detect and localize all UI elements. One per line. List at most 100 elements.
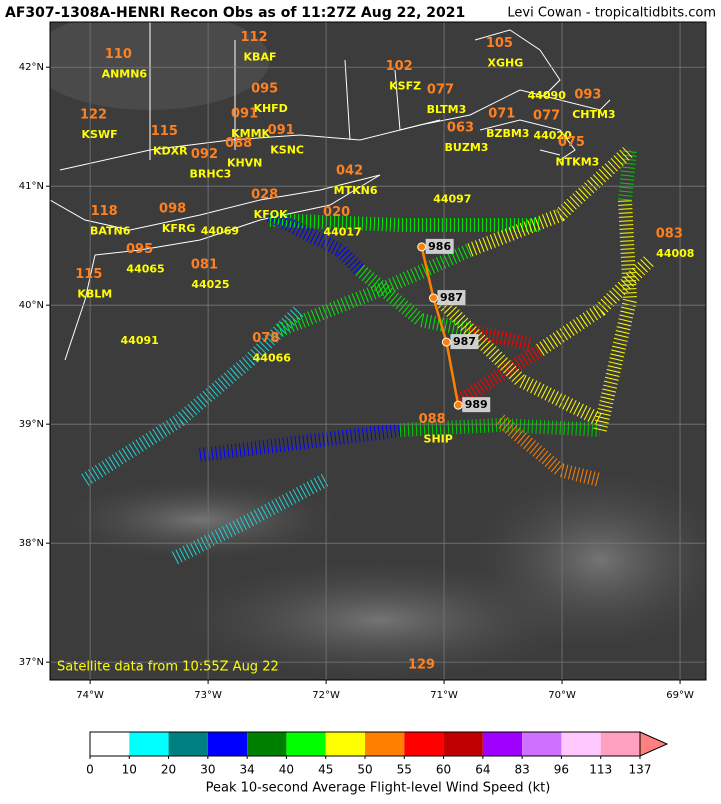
station-obs: 102 <box>386 59 413 74</box>
pressure-label: 986 <box>428 240 451 253</box>
station-id: BUZM3 <box>445 141 489 154</box>
station-id: ANMN6 <box>102 67 148 80</box>
colorbar-tick-label: 30 <box>200 763 215 777</box>
station-id: KSNC <box>270 144 304 157</box>
station-id: 44008 <box>656 247 694 260</box>
coastlines <box>50 22 611 361</box>
y-tick-label: 40°N <box>19 300 44 311</box>
station-id: 44066 <box>253 352 292 365</box>
pressure-box <box>425 238 454 254</box>
station-obs: 078 <box>252 331 279 346</box>
station-id: KSWF <box>82 128 118 141</box>
map-overlay: ANMN6 110 KBAF 112 KSFZ 102 XGHG 105 KHFD 095 KMMK… <box>50 22 706 691</box>
x-tick-label: 72°W <box>312 690 340 701</box>
colorbar-tick-label: 55 <box>397 763 412 777</box>
station-id: 44025 <box>191 278 229 291</box>
colorbar-tick-label: 45 <box>318 763 333 777</box>
colorbar-segment <box>90 732 130 756</box>
colorbar-tick-label: 10 <box>122 763 137 777</box>
station-id: KBAF <box>244 51 277 64</box>
cloud <box>470 470 706 650</box>
station-obs: 122 <box>80 108 107 123</box>
land <box>50 22 270 110</box>
station-id: XGHG <box>488 57 524 70</box>
x-tick-label: 69°W <box>666 690 694 701</box>
colorbar-segment <box>325 732 365 756</box>
colorbar-segment <box>404 732 444 756</box>
station-obs: 093 <box>574 87 601 102</box>
station-id: KBLM <box>77 287 112 300</box>
y-tick-label: 42°N <box>19 62 44 73</box>
station-id: KFRG <box>162 222 196 235</box>
station-obs: 092 <box>191 147 218 162</box>
station-obs: 077 <box>533 109 560 124</box>
station-obs: 063 <box>447 121 474 136</box>
station-id: NTKM3 <box>555 155 599 168</box>
station-obs: 042 <box>336 163 363 178</box>
station-obs: 095 <box>126 242 153 257</box>
station-obs: 115 <box>75 267 102 282</box>
station-obs: 081 <box>191 257 218 272</box>
flight-track <box>81 144 655 565</box>
y-tick-label: 37°N <box>19 657 44 668</box>
colorbar-segment <box>600 732 640 756</box>
colorbar-segment <box>286 732 326 756</box>
station-obs: 105 <box>486 36 513 51</box>
colorbar-segment <box>443 732 483 756</box>
station-id: SHIP <box>413 678 442 691</box>
station-id: 44017 <box>323 226 361 239</box>
colorbar-tick-label: 64 <box>475 763 490 777</box>
pressure-box <box>462 397 491 413</box>
station-obs: 077 <box>427 83 454 98</box>
station-id: KFOK <box>254 208 288 221</box>
colorbar-tick-label: 50 <box>357 763 372 777</box>
station-obs: 028 <box>251 187 278 202</box>
station-obs: 118 <box>91 204 118 219</box>
station-id: 44090 <box>528 89 567 102</box>
x-tick-label: 70°W <box>548 690 576 701</box>
colorbar-tick-label: 113 <box>589 763 612 777</box>
title: AF307-1308A-HENRI Recon Obs as of 11:27Z… <box>5 5 465 21</box>
station-id: BZBM3 <box>486 127 529 140</box>
center-track <box>420 246 460 406</box>
station-id: 44091 <box>121 334 159 347</box>
center-fix <box>453 400 463 410</box>
station-obs: 098 <box>159 202 186 217</box>
x-tick-label: 74°W <box>76 690 104 701</box>
station-id: 44069 <box>201 224 239 237</box>
station-id: KDXR <box>153 145 188 158</box>
station-id: SHIP <box>424 433 453 446</box>
colorbar-segment <box>207 732 248 756</box>
station-id: KSFZ <box>389 79 421 92</box>
station-obs: 129 <box>408 657 435 672</box>
center-fix <box>428 293 438 303</box>
colorbar-segment <box>482 732 523 756</box>
station-id: CHTM3 <box>572 108 615 121</box>
station-obs: 091 <box>268 123 295 138</box>
station-id: KHFD <box>253 102 287 115</box>
station-id: BRHC3 <box>190 167 232 180</box>
colorbar-segment <box>365 732 405 756</box>
station-obs: 088 <box>419 412 446 427</box>
colorbar-tick-label: 60 <box>436 763 451 777</box>
satellite-note: Satellite data from 10:55Z Aug 22 <box>57 660 279 675</box>
credit: Levi Cowan - tropicaltidbits.com <box>507 6 716 21</box>
colorbar-segment <box>522 732 562 756</box>
station-id: KMMK <box>231 127 270 140</box>
colorbar-tick-label: 96 <box>554 763 569 777</box>
station-id: 44065 <box>126 262 164 275</box>
y-tick-label: 39°N <box>19 419 44 430</box>
station-id: 44020 <box>533 129 572 142</box>
station-obs: 083 <box>656 227 683 242</box>
colorbar-tick-label: 40 <box>279 763 294 777</box>
station-id: BATN6 <box>90 224 131 237</box>
station-obs: 071 <box>488 106 515 121</box>
station-obs: 095 <box>251 81 278 96</box>
x-tick-label: 73°W <box>194 690 222 701</box>
station-obs: 091 <box>231 106 258 121</box>
station-obs: 020 <box>323 205 350 220</box>
station-id: KHVN <box>227 157 262 170</box>
center-fix <box>441 337 451 347</box>
pressure-box <box>450 334 479 350</box>
